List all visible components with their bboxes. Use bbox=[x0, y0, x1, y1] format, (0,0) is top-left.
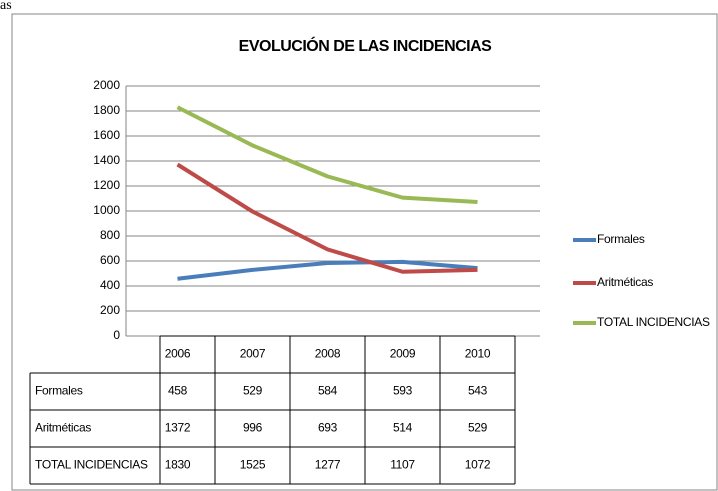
table-value: 593 bbox=[393, 384, 413, 398]
table-value: 693 bbox=[318, 421, 338, 435]
table-value: 529 bbox=[468, 421, 488, 435]
page-fragment: as bbox=[0, 0, 12, 13]
table-value: 1372 bbox=[165, 421, 191, 435]
y-tick-label: 1000 bbox=[93, 203, 120, 217]
y-tick-label: 0 bbox=[113, 328, 120, 342]
table-row-label: TOTAL INCIDENCIAS bbox=[35, 458, 148, 472]
x-tick-label: 2009 bbox=[390, 347, 416, 361]
chart-border bbox=[11, 13, 718, 491]
legend-label: TOTAL INCIDENCIAS bbox=[597, 315, 710, 329]
y-tick-label: 400 bbox=[100, 278, 120, 292]
table-value: 514 bbox=[393, 421, 413, 435]
table-value: 1072 bbox=[465, 458, 491, 472]
legend-label: Aritméticas bbox=[597, 275, 653, 289]
series-line bbox=[176, 105, 478, 204]
table-value: 1525 bbox=[240, 458, 266, 472]
x-tick-label: 2008 bbox=[315, 347, 341, 361]
y-tick-label: 2000 bbox=[93, 78, 120, 92]
table-value: 1830 bbox=[165, 458, 191, 472]
table-value: 996 bbox=[243, 421, 263, 435]
y-tick-label: 1800 bbox=[93, 103, 120, 117]
y-tick-label: 800 bbox=[100, 228, 120, 242]
y-tick-label: 1200 bbox=[93, 178, 120, 192]
table-row-label: Aritméticas bbox=[35, 421, 91, 435]
y-tick-label: 1600 bbox=[93, 128, 120, 142]
table-value: 584 bbox=[318, 384, 338, 398]
table-row-label: Formales bbox=[35, 384, 83, 398]
table-value: 1277 bbox=[315, 458, 341, 472]
x-tick-label: 2007 bbox=[240, 347, 266, 361]
table-value: 543 bbox=[468, 384, 488, 398]
series-line bbox=[176, 162, 478, 274]
table-value: 458 bbox=[168, 384, 188, 398]
table-value: 1107 bbox=[390, 458, 415, 472]
y-tick-label: 1400 bbox=[93, 153, 120, 167]
y-tick-label: 600 bbox=[100, 253, 120, 267]
x-tick-label: 2006 bbox=[165, 347, 191, 361]
y-tick-label: 200 bbox=[100, 303, 120, 317]
chart-title: EVOLUCIÓN DE LAS INCIDENCIAS bbox=[239, 36, 493, 55]
series-line bbox=[177, 259, 478, 281]
table-value: 529 bbox=[243, 384, 263, 398]
x-tick-label: 2010 bbox=[465, 347, 491, 361]
legend-label: Formales bbox=[597, 232, 645, 246]
